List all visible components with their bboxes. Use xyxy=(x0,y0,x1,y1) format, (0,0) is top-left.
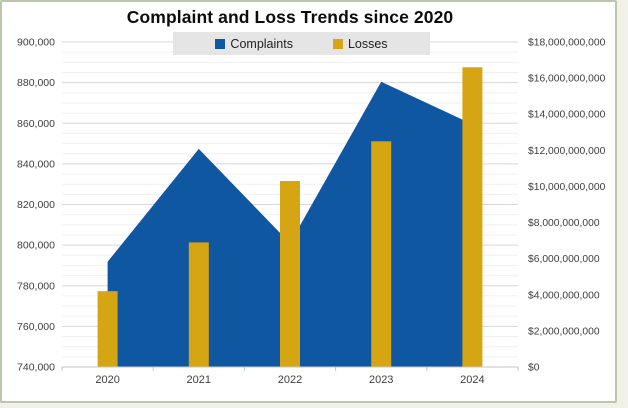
right-axis-tick-label: $14,000,000,000 xyxy=(528,110,606,121)
plot-area: 900,000 880,000 860,000 840,000 820,000 800,0… xyxy=(17,37,606,387)
left-axis-tick-label: 740,000 xyxy=(17,362,55,374)
right-axis-tick-label: $6,000,000,000 xyxy=(528,254,600,265)
x-axis-category-label: 2021 xyxy=(187,374,211,386)
left-axis-tick-label: 760,000 xyxy=(17,321,55,333)
x-axis-category-label: 2024 xyxy=(460,374,484,386)
right-axis-tick-label: $0 xyxy=(528,363,540,374)
left-axis-tick-label: 780,000 xyxy=(17,280,55,292)
x-axis-category-label: 2020 xyxy=(95,374,119,386)
legend-item-losses[interactable]: Losses xyxy=(332,36,388,51)
losses-legend-swatch-icon xyxy=(332,38,343,49)
x-axis-category-label: 2022 xyxy=(278,374,302,386)
right-axis-tick-label: $8,000,000,000 xyxy=(528,218,600,229)
legend-item-complaints[interactable]: Complaints xyxy=(215,37,293,51)
right-axis-tick-label: $2,000,000,000 xyxy=(528,326,600,337)
chart-panel: Complaint and Loss Trends since 2020 Com… xyxy=(0,0,617,403)
right-axis-tick-label: $18,000,000,000 xyxy=(528,38,606,49)
losses-bar xyxy=(371,141,392,367)
losses-legend-label: Losses xyxy=(347,36,388,51)
x-axis-category-label: 2023 xyxy=(369,374,393,386)
losses-bar xyxy=(188,242,209,367)
left-axis-tick-label: 880,000 xyxy=(17,77,55,89)
right-axis-tick-label: $4,000,000,000 xyxy=(528,290,600,301)
chart-legend: Complaints Losses xyxy=(173,32,430,55)
losses-bar xyxy=(462,67,483,368)
right-axis-tick-label: $12,000,000,000 xyxy=(528,146,606,157)
chart-title: Complaint and Loss Trends since 2020 xyxy=(126,7,454,27)
complaints-legend-label: Complaints xyxy=(230,36,293,51)
right-axis-tick-label: $10,000,000,000 xyxy=(528,182,606,193)
left-axis-tick-label: 800,000 xyxy=(17,240,55,252)
left-axis-tick-label: 900,000 xyxy=(17,37,55,49)
left-axis-tick-label: 860,000 xyxy=(17,118,55,130)
left-axis-tick-label: 820,000 xyxy=(17,199,55,211)
losses-bar xyxy=(97,291,118,367)
left-axis-tick-label: 840,000 xyxy=(17,158,55,170)
losses-bar xyxy=(280,181,300,367)
complaints-legend-swatch-icon xyxy=(215,38,226,49)
right-axis-tick-label: $16,000,000,000 xyxy=(528,74,606,85)
